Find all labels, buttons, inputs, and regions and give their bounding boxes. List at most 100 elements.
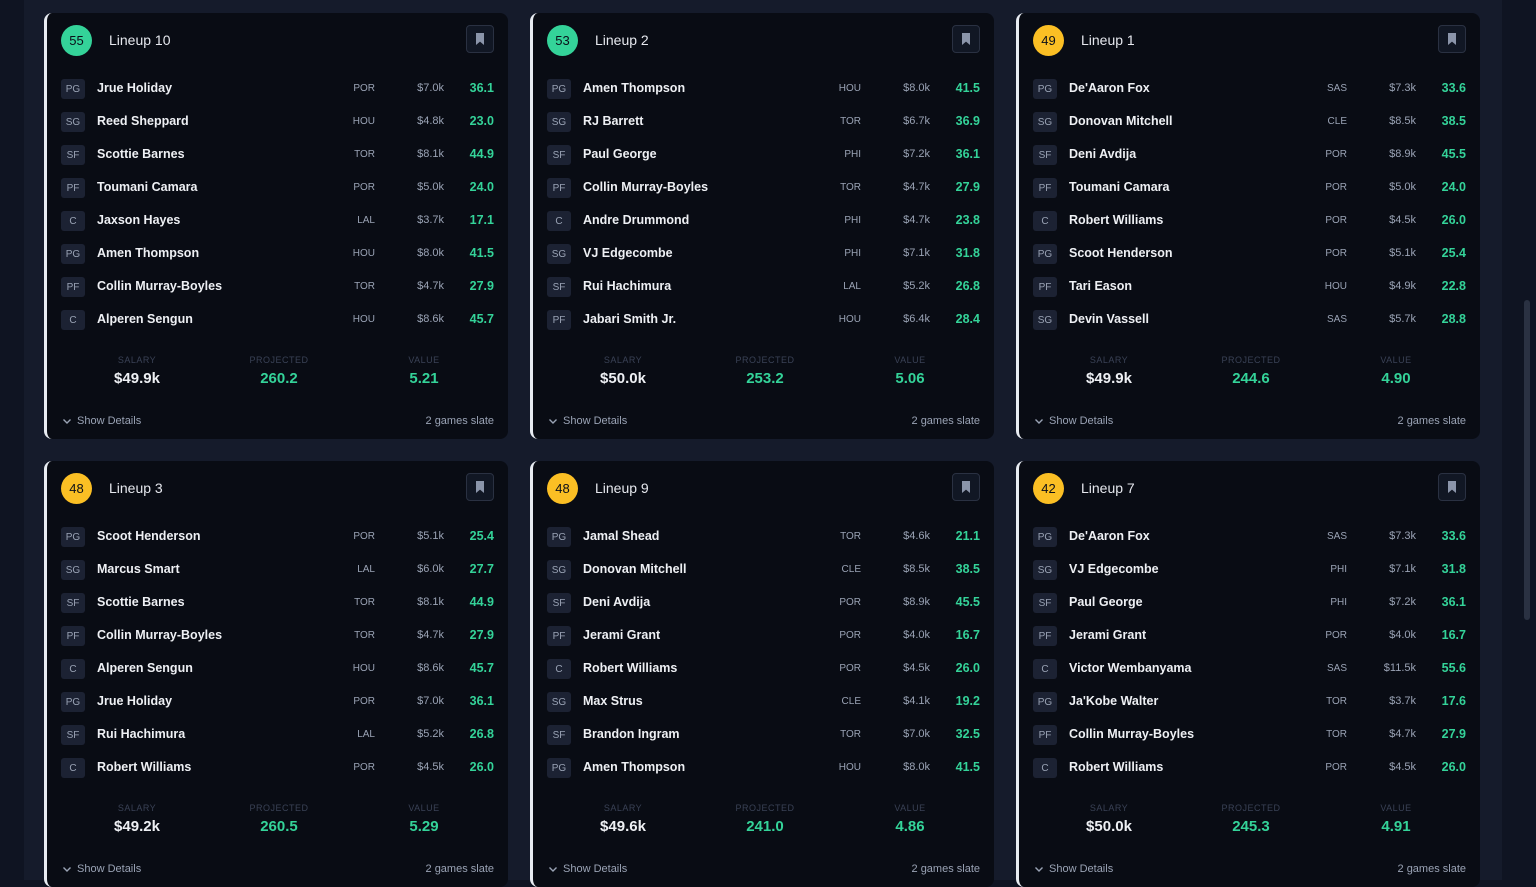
player-row[interactable]: PF Collin Murray-Boyles TOR $4.7k 27.9 (61, 624, 494, 657)
player-row[interactable]: PF Jabari Smith Jr. HOU $6.4k 28.4 (547, 308, 980, 341)
player-row[interactable]: PG Scoot Henderson POR $5.1k 25.4 (61, 525, 494, 558)
bookmark-button[interactable] (466, 473, 494, 501)
show-details-button[interactable]: Show Details (547, 415, 627, 427)
bookmark-button[interactable] (952, 25, 980, 53)
bookmark-button[interactable] (952, 473, 980, 501)
player-row[interactable]: PG Scoot Henderson POR $5.1k 25.4 (1033, 242, 1466, 275)
player-row[interactable]: PG Amen Thompson HOU $8.0k 41.5 (547, 77, 980, 110)
player-row[interactable]: SF Deni Avdija POR $8.9k 45.5 (1033, 143, 1466, 176)
card-footer: Show Details 2 games slate (1033, 415, 1466, 429)
player-row[interactable]: SG VJ Edgecombe PHI $7.1k 31.8 (547, 242, 980, 275)
value-stat: VALUE 4.90 (1326, 355, 1466, 387)
player-row[interactable]: C Robert Williams POR $4.5k 26.0 (61, 756, 494, 789)
player-row[interactable]: PG De'Aaron Fox SAS $7.3k 33.6 (1033, 525, 1466, 558)
player-row[interactable]: SF Paul George PHI $7.2k 36.1 (547, 143, 980, 176)
player-row[interactable]: SG VJ Edgecombe PHI $7.1k 31.8 (1033, 558, 1466, 591)
player-team: POR (1325, 215, 1347, 226)
player-row[interactable]: SF Scottie Barnes TOR $8.1k 44.9 (61, 143, 494, 176)
player-row[interactable]: PG Ja'Kobe Walter TOR $3.7k 17.6 (1033, 690, 1466, 723)
player-salary: $8.6k (417, 662, 444, 674)
position-badge: PG (547, 527, 571, 547)
position-badge: PG (61, 692, 85, 712)
player-row[interactable]: C Robert Williams POR $4.5k 26.0 (1033, 756, 1466, 789)
position-badge: SF (61, 725, 85, 745)
salary-label: SALARY (1089, 355, 1129, 365)
projected-stat: PROJECTED 253.2 (695, 355, 835, 387)
player-team: SAS (1326, 663, 1347, 674)
player-team: POR (839, 597, 861, 608)
player-row[interactable]: PF Toumani Camara POR $5.0k 24.0 (61, 176, 494, 209)
player-row[interactable]: PF Collin Murray-Boyles TOR $4.7k 27.9 (61, 275, 494, 308)
player-row[interactable]: SF Paul George PHI $7.2k 36.1 (1033, 591, 1466, 624)
player-row[interactable]: C Robert Williams POR $4.5k 26.0 (547, 657, 980, 690)
chevron-down-icon (63, 419, 71, 424)
player-row[interactable]: SG Donovan Mitchell CLE $8.5k 38.5 (1033, 110, 1466, 143)
player-row[interactable]: PF Jerami Grant POR $4.0k 16.7 (547, 624, 980, 657)
show-details-button[interactable]: Show Details (1033, 863, 1113, 875)
player-name: Victor Wembanyama (1069, 661, 1192, 675)
player-row[interactable]: SG Donovan Mitchell CLE $8.5k 38.5 (547, 558, 980, 591)
player-salary: $7.0k (417, 82, 444, 94)
player-salary: $7.1k (1389, 563, 1416, 575)
player-row[interactable]: SF Scottie Barnes TOR $8.1k 44.9 (61, 591, 494, 624)
player-row[interactable]: PF Collin Murray-Boyles TOR $4.7k 27.9 (1033, 723, 1466, 756)
card-header: 55 Lineup 10 (61, 25, 494, 56)
player-salary: $8.1k (417, 148, 444, 160)
player-row[interactable]: PG Jrue Holiday POR $7.0k 36.1 (61, 690, 494, 723)
player-row[interactable]: PF Toumani Camara POR $5.0k 24.0 (1033, 176, 1466, 209)
show-details-label: Show Details (563, 863, 628, 875)
player-row[interactable]: PG Jamal Shead TOR $4.6k 21.1 (547, 525, 980, 558)
lineup-name: Lineup 10 (109, 32, 171, 48)
player-row[interactable]: PG De'Aaron Fox SAS $7.3k 33.6 (1033, 77, 1466, 110)
player-row[interactable]: SG Max Strus CLE $4.1k 19.2 (547, 690, 980, 723)
player-row[interactable]: PF Collin Murray-Boyles TOR $4.7k 27.9 (547, 176, 980, 209)
player-row[interactable]: C Robert Williams POR $4.5k 26.0 (1033, 209, 1466, 242)
position-badge: SG (61, 560, 85, 580)
player-row[interactable]: SG Devin Vassell SAS $5.7k 28.8 (1033, 308, 1466, 341)
show-details-button[interactable]: Show Details (1033, 415, 1113, 427)
player-row[interactable]: PG Amen Thompson HOU $8.0k 41.5 (547, 756, 980, 789)
lineup-card: 55 Lineup 10 PG Jrue Holiday POR $7.0k 36.1 S… (44, 13, 508, 439)
player-list: PG Jamal Shead TOR $4.6k 21.1 SG Donovan Mitch… (547, 525, 980, 789)
player-row[interactable]: SF Deni Avdija POR $8.9k 45.5 (547, 591, 980, 624)
player-row[interactable]: PF Tari Eason HOU $4.9k 22.8 (1033, 275, 1466, 308)
bookmark-button[interactable] (466, 25, 494, 53)
player-projection: 44.9 (469, 147, 494, 161)
player-list: PG Scoot Henderson POR $5.1k 25.4 SG Marcus Sm… (61, 525, 494, 789)
bookmark-button[interactable] (1438, 25, 1466, 53)
player-row[interactable]: PG Jrue Holiday POR $7.0k 36.1 (61, 77, 494, 110)
player-salary: $8.5k (903, 563, 930, 575)
player-row[interactable]: SG RJ Barrett TOR $6.7k 36.9 (547, 110, 980, 143)
player-row[interactable]: PF Jerami Grant POR $4.0k 16.7 (1033, 624, 1466, 657)
player-row[interactable]: C Jaxson Hayes LAL $3.7k 17.1 (61, 209, 494, 242)
player-row[interactable]: C Victor Wembanyama SAS $11.5k 55.6 (1033, 657, 1466, 690)
player-row[interactable]: SG Marcus Smart LAL $6.0k 27.7 (61, 558, 494, 591)
card-header: 53 Lineup 2 (547, 25, 980, 56)
value-label: VALUE (408, 803, 440, 813)
player-salary: $8.6k (417, 313, 444, 325)
player-row[interactable]: SG Reed Sheppard HOU $4.8k 23.0 (61, 110, 494, 143)
player-row[interactable]: SF Rui Hachimura LAL $5.2k 26.8 (547, 275, 980, 308)
lineup-card: 49 Lineup 1 PG De'Aaron Fox SAS $7.3k 33.6 SG… (1016, 13, 1480, 439)
player-salary: $5.1k (1389, 247, 1416, 259)
bookmark-button[interactable] (1438, 473, 1466, 501)
value-value: 4.90 (1381, 370, 1411, 387)
show-details-button[interactable]: Show Details (61, 863, 141, 875)
player-projection: 26.0 (955, 661, 980, 675)
player-salary: $4.0k (1389, 629, 1416, 641)
projected-label: PROJECTED (1221, 355, 1281, 365)
player-row[interactable]: C Alperen Sengun HOU $8.6k 45.7 (61, 657, 494, 690)
player-row[interactable]: PG Amen Thompson HOU $8.0k 41.5 (61, 242, 494, 275)
player-projection: 45.5 (1441, 147, 1466, 161)
show-details-button[interactable]: Show Details (61, 415, 141, 427)
show-details-button[interactable]: Show Details (547, 863, 627, 875)
player-row[interactable]: C Alperen Sengun HOU $8.6k 45.7 (61, 308, 494, 341)
player-row[interactable]: C Andre Drummond PHI $4.7k 23.8 (547, 209, 980, 242)
player-row[interactable]: SF Brandon Ingram TOR $7.0k 32.5 (547, 723, 980, 756)
player-name: Amen Thompson (583, 81, 686, 95)
projected-value: 244.6 (1232, 370, 1270, 387)
player-row[interactable]: SF Rui Hachimura LAL $5.2k 26.8 (61, 723, 494, 756)
scrollbar-thumb[interactable] (1524, 300, 1530, 620)
lineup-stats: SALARY $50.0k PROJECTED 253.2 VALUE 5.06 (533, 355, 994, 395)
position-badge: SF (61, 145, 85, 165)
